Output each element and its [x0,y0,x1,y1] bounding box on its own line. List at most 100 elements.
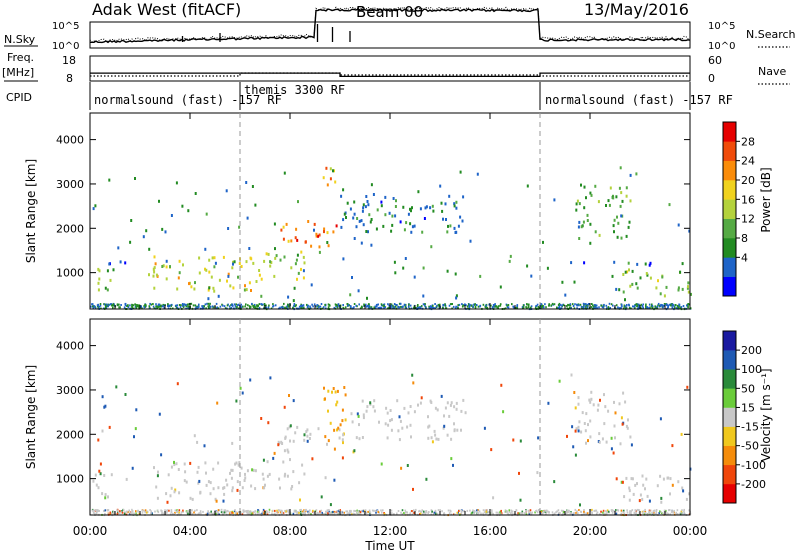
echo-cell [244,284,246,288]
echo-cell [366,405,369,409]
echo-cell [404,304,406,307]
echo-cell [512,305,514,308]
echo-cell [529,509,532,512]
echo-cell [162,512,164,515]
echo-cell [117,511,119,514]
echo-cell [573,391,576,394]
echo-cell [390,509,393,512]
echo-cell [265,304,267,307]
echo-cell [499,510,501,513]
echo-cell [262,458,265,462]
echo-cell [438,305,440,308]
nsky-trace [89,8,691,44]
echo-cell [430,509,433,512]
echo-cell [335,305,338,308]
echo-cell [196,470,199,474]
echo-cell [583,422,586,425]
echo-cell [541,512,543,515]
echo-cell [632,305,634,308]
echo-cell [525,511,527,514]
echo-cell [241,486,244,490]
echo-cell [628,512,631,515]
echo-cell [299,509,301,511]
echo-cell [688,492,691,496]
echo-cell [578,202,581,206]
echo-cell [178,271,181,275]
echo-cell [392,197,395,200]
echo-cell [235,303,238,306]
echo-cell [313,228,315,232]
echo-cell [387,307,389,310]
echo-cell [453,405,456,409]
echo-cell [406,511,408,514]
echo-cell [586,512,589,515]
echo-cell [605,204,607,207]
echo-cell [176,511,178,513]
echo-cell [668,203,671,207]
echo-cell [446,269,449,273]
echo-cell [570,307,572,310]
echo-cell [633,305,635,308]
echo-cell [679,270,682,274]
echo-cell [254,510,257,513]
echo-cell [449,224,452,228]
echo-cell [422,510,425,513]
echo-cell [337,303,340,306]
echo-cell [620,236,623,240]
echo-cell [206,512,209,515]
echo-cell [462,510,465,513]
echo-cell [292,399,295,403]
echo-cell [629,173,632,177]
echo-cell [663,304,665,307]
echo-cell [537,436,540,440]
echo-cell [197,465,200,469]
echo-cell [341,419,344,423]
echo-cell [410,230,413,234]
echo-cell [317,512,320,515]
echo-cell [269,376,272,380]
echo-cell [280,228,283,232]
echo-cell [639,493,642,497]
echo-cell [590,397,593,401]
echo-cell [184,470,187,474]
echo-cell [455,206,458,210]
echo-cell [422,513,424,516]
echo-cell [301,305,304,308]
echo-cell [527,509,530,512]
noise-left-tick-bottom: 10^0 [52,41,79,52]
echo-cell [130,512,132,515]
echo-cell [508,510,511,513]
echo-cell [434,510,437,513]
echo-cell [129,240,132,244]
echo-cell [329,177,332,181]
echo-cell [557,509,560,512]
echo-cell [427,415,429,419]
echo-cell [631,477,634,481]
echo-cell [677,223,680,227]
echo-cell [625,476,628,480]
echo-cell [573,280,576,284]
echo-cell [310,513,312,516]
echo-cell [435,437,438,441]
echo-cell [580,225,583,229]
echo-cell [336,400,339,404]
echo-cell [178,511,180,514]
echo-cell [198,271,201,275]
echo-cell [536,303,539,306]
echo-cell [146,510,149,513]
echo-cell [176,382,179,386]
echo-cell [577,512,579,515]
echo-cell [208,258,211,262]
echo-cell [389,409,392,412]
echo-cell [273,451,276,455]
echo-cell [175,306,178,309]
echo-cell [376,305,378,308]
echo-cell [546,510,549,513]
echo-cell [256,305,258,308]
echo-cell [213,256,216,260]
echo-cell [411,513,414,516]
echo-cell [601,306,604,308]
echo-cell [462,398,465,402]
echo-cell [534,511,536,514]
echo-cell [144,303,146,306]
